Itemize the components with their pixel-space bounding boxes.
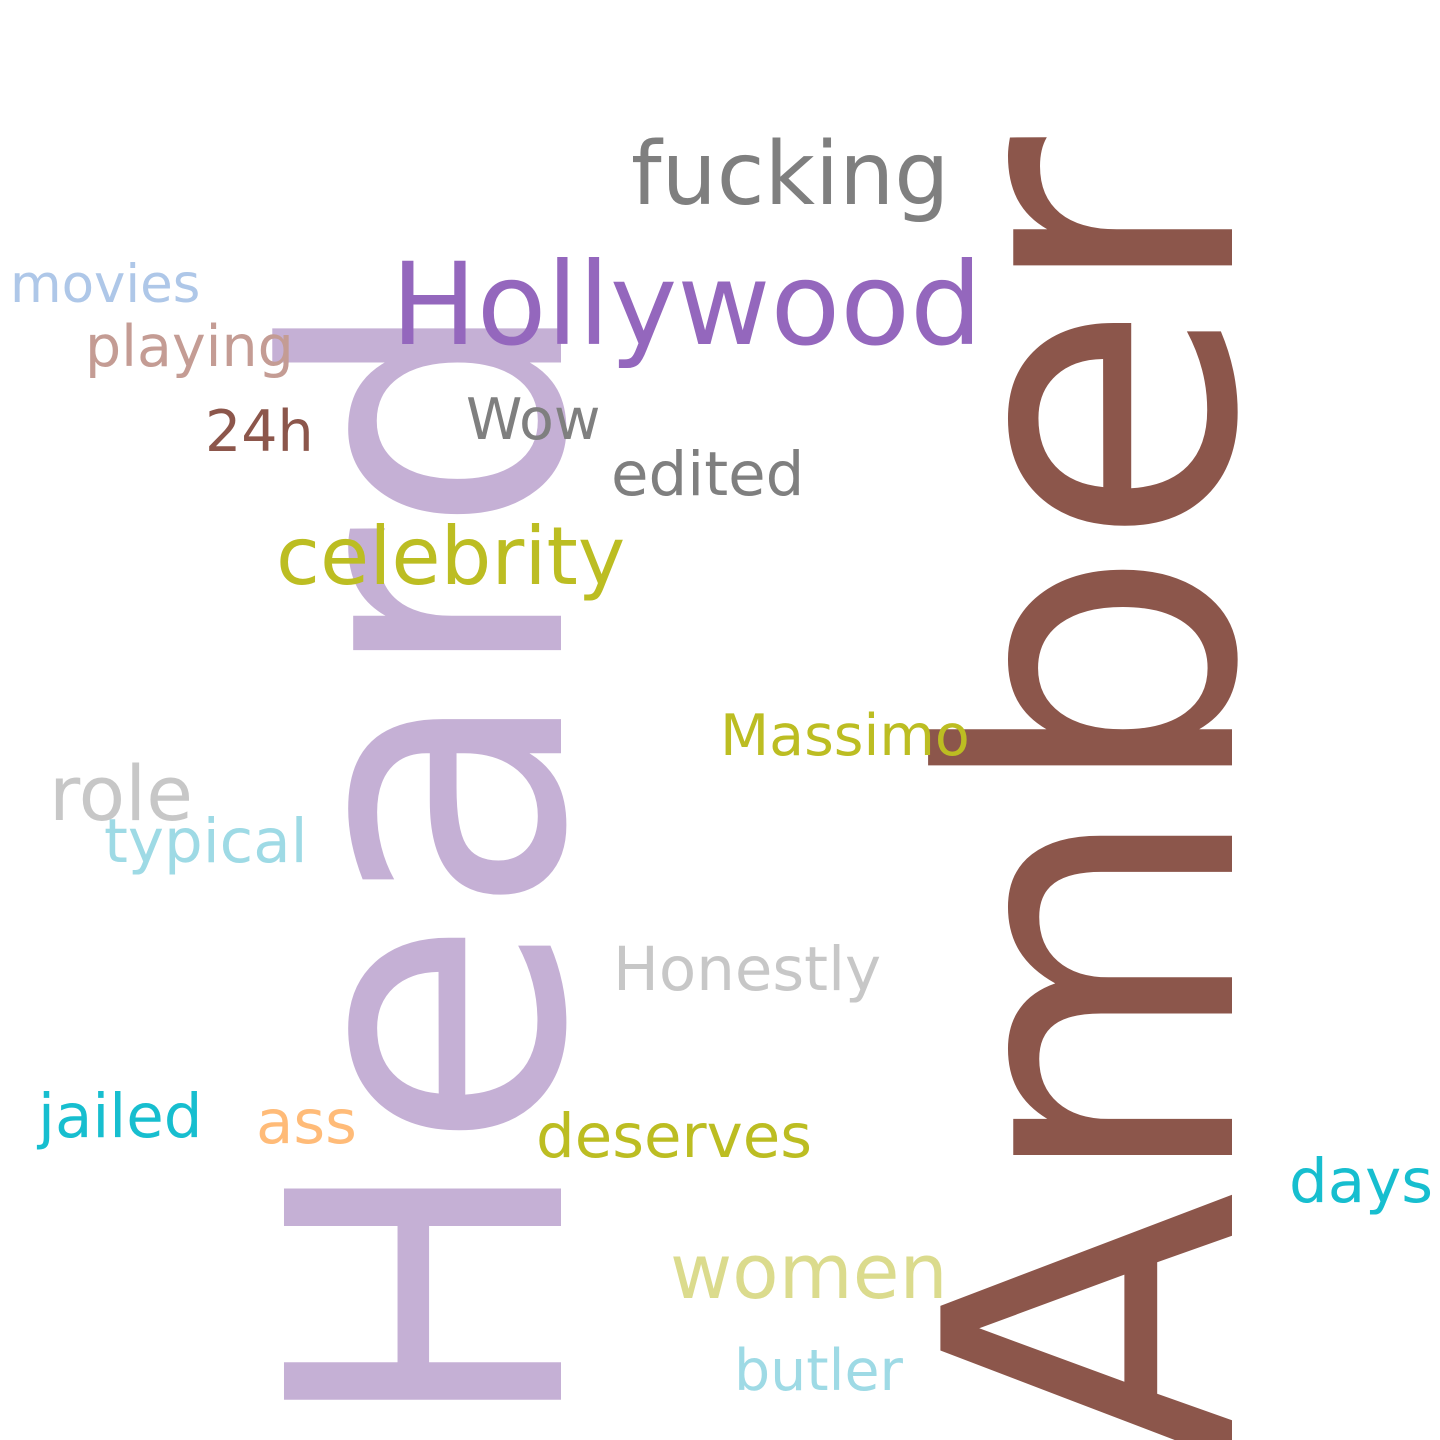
word-massimo: Massimo bbox=[720, 703, 970, 769]
word-women: women bbox=[670, 1227, 948, 1316]
word-ass: ass bbox=[256, 1087, 357, 1158]
word-jailed: jailed bbox=[38, 1081, 203, 1152]
word-deserves: deserves bbox=[536, 1101, 813, 1172]
word-typical: typical bbox=[104, 806, 308, 877]
word-movies: movies bbox=[10, 254, 201, 315]
word-honestly: Honestly bbox=[613, 934, 882, 1005]
word-24h: 24h bbox=[205, 399, 314, 465]
word-wow: Wow bbox=[466, 387, 601, 453]
word-heard: Heard bbox=[208, 293, 651, 1437]
word-role: role bbox=[49, 749, 193, 838]
word-edited: edited bbox=[611, 439, 805, 510]
word-playing: playing bbox=[85, 314, 294, 380]
word-celebrity: celebrity bbox=[276, 510, 626, 603]
word-days: days bbox=[1289, 1146, 1433, 1217]
word-butler: butler bbox=[734, 1338, 903, 1404]
word-fucking: fucking bbox=[631, 123, 950, 225]
word-hollywood: Hollywood bbox=[391, 238, 983, 371]
